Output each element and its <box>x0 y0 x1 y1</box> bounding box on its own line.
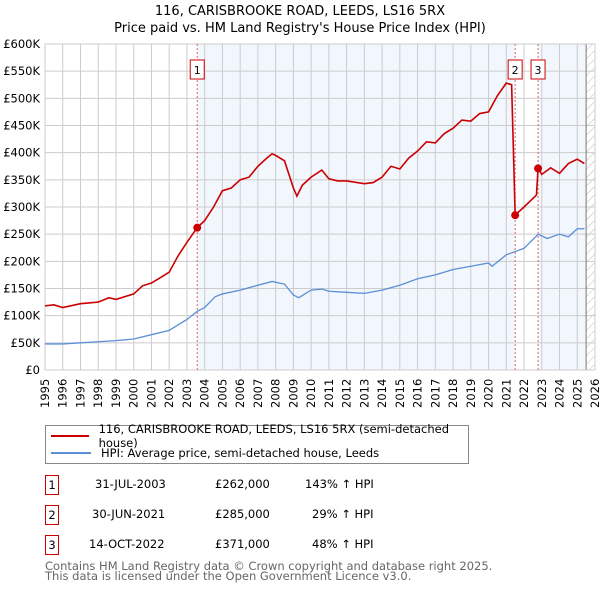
sale-point <box>193 223 202 232</box>
x-tick-label: 2001 <box>144 379 158 408</box>
price-chart: 1995 1996 1997 1998 1999 2000 2001 2002 2003 2004… <box>3 37 600 408</box>
x-tick-label: 2003 <box>180 379 194 408</box>
y-tick-label: £200K <box>3 254 40 268</box>
chart-title: 116, CARISBROOKE ROAD, LEEDS, LS16 5RX <box>154 4 446 19</box>
x-tick-label: 2002 <box>162 379 176 408</box>
sale-price: £371,000 <box>215 537 270 551</box>
sale-date: 14-OCT-2022 <box>89 537 165 551</box>
x-tick-label: 2023 <box>535 379 549 408</box>
x-tick-label: 2025 <box>570 379 584 408</box>
x-tick-label: 2017 <box>428 379 442 408</box>
sale-row: 3 14-OCT-2022 £371,000 48% ↑ HPI <box>45 535 465 555</box>
y-tick-label: £400K <box>3 146 40 160</box>
x-tick-label: 2008 <box>269 379 283 408</box>
x-tick-label: 1997 <box>73 379 87 408</box>
x-tick-label: 2026 <box>588 379 600 408</box>
y-tick-label: £100K <box>3 309 40 323</box>
plot-border <box>44 43 596 371</box>
x-tick-label: 2004 <box>198 379 212 408</box>
x-tick-label: 2016 <box>411 379 425 408</box>
sale-row: 2 30-JUN-2021 £285,000 29% ↑ HPI <box>45 505 465 525</box>
sale-point <box>534 164 543 173</box>
series-line <box>44 82 585 309</box>
sale-hpi-change: 29% ↑ HPI <box>312 507 374 521</box>
sale-row: 1 31-JUL-2003 £262,000 143% ↑ HPI <box>45 475 465 495</box>
x-tick-label: 1995 <box>38 379 52 408</box>
y-tick-label: £500K <box>3 91 40 105</box>
sale-marker-label: 2 <box>512 64 519 77</box>
legend-swatch <box>51 452 91 454</box>
sale-marker-badge: 2 <box>45 505 59 525</box>
sale-price: £285,000 <box>215 507 270 521</box>
x-tick-label: 2005 <box>215 379 229 408</box>
footer-line: Contains HM Land Registry data © Crown c… <box>45 559 493 573</box>
x-tick-label: 2009 <box>286 379 300 408</box>
chart-subtitle: Price paid vs. HM Land Registry's House … <box>114 21 486 36</box>
footer: Contains HM Land Registry data © Crown c… <box>45 559 493 583</box>
footer-line: This data is licensed under the Open Gov… <box>45 569 412 583</box>
legend-item-property: 116, CARISBROOKE ROAD, LEEDS, LS16 5RX (… <box>46 422 468 450</box>
sale-price: £262,000 <box>215 477 270 491</box>
y-tick-label: £150K <box>3 282 40 296</box>
y-tick-label: £300K <box>3 200 40 214</box>
sale-marker-box <box>189 59 205 80</box>
legend: 116, CARISBROOKE ROAD, LEEDS, LS16 5RX (… <box>45 422 469 464</box>
x-tick-label: 1998 <box>91 379 105 408</box>
sale-date: 30-JUN-2021 <box>92 507 166 521</box>
y-tick-label: £0 <box>25 363 40 377</box>
x-tick-label: 2024 <box>553 379 567 408</box>
y-tick-label: £550K <box>3 64 40 78</box>
x-tick-label: 2007 <box>251 379 265 408</box>
x-tick-label: 2022 <box>517 379 531 408</box>
x-tick-label: 2019 <box>464 379 478 408</box>
sale-point <box>511 211 520 220</box>
x-tick-label: 2006 <box>233 379 247 408</box>
sale-marker-box <box>507 59 523 80</box>
sale-hpi-change: 143% ↑ HPI <box>305 477 374 491</box>
legend-label: 116, CARISBROOKE ROAD, LEEDS, LS16 5RX (… <box>98 422 449 450</box>
x-tick-label: 2012 <box>340 379 354 408</box>
legend-item-hpi: HPI: Average price, semi-detached house,… <box>46 445 379 461</box>
x-tick-label: 2000 <box>127 379 141 408</box>
x-tick-label: 1999 <box>109 379 123 408</box>
legend-label: HPI: Average price, semi-detached house,… <box>101 446 380 460</box>
legend-swatch <box>51 435 89 437</box>
sale-marker-label: 1 <box>194 64 201 77</box>
sale-date: 31-JUL-2003 <box>95 477 166 491</box>
x-tick-label: 2014 <box>375 379 389 408</box>
x-tick-label: 2018 <box>446 379 460 408</box>
x-tick-label: 1996 <box>56 379 70 408</box>
sale-marker-badge: 1 <box>45 475 59 495</box>
sale-marker-box <box>530 59 546 80</box>
x-tick-label: 2015 <box>393 379 407 408</box>
series-line <box>45 228 585 345</box>
y-tick-label: £450K <box>3 119 40 133</box>
y-tick-label: £50K <box>11 336 41 350</box>
y-tick-label: £350K <box>3 173 40 187</box>
sale-marker-badge: 3 <box>45 535 59 555</box>
x-tick-label: 2010 <box>304 379 318 408</box>
x-tick-label: 2020 <box>482 379 496 408</box>
y-tick-label: £250K <box>3 227 40 241</box>
x-tick-label: 2021 <box>499 379 513 408</box>
sale-hpi-change: 48% ↑ HPI <box>312 537 374 551</box>
x-tick-label: 2011 <box>322 379 336 408</box>
y-tick-label: £600K <box>3 37 40 51</box>
x-tick-label: 2013 <box>357 379 371 408</box>
sale-marker-label: 3 <box>535 64 542 77</box>
